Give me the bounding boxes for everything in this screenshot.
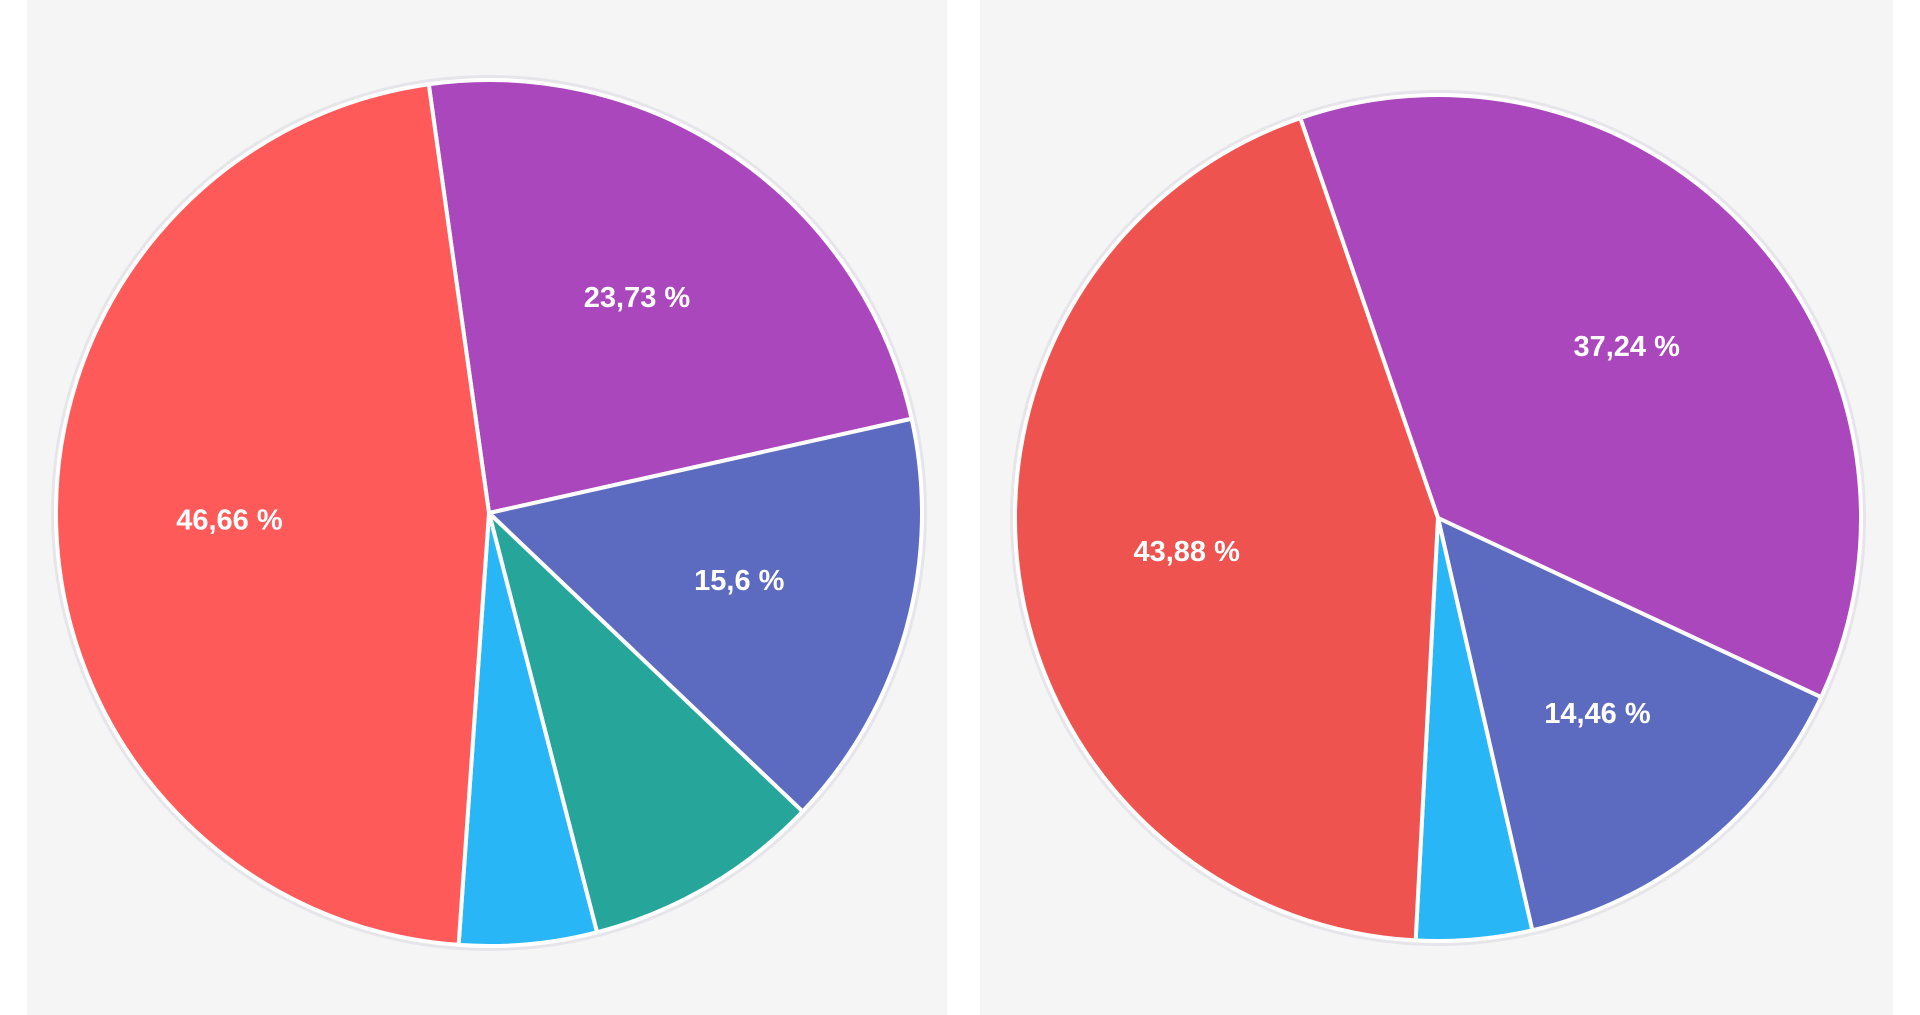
pie-left-slice-1[interactable] xyxy=(426,78,914,515)
chart-panel-left: 23,73 % 15,6 % 46,66 % xyxy=(27,0,947,1015)
pie-right-slice-2-label: 14,46 % xyxy=(1544,698,1651,730)
pie-right-slice-4-label: 43,88 % xyxy=(1133,536,1240,568)
pie-right-slice-4[interactable] xyxy=(1013,116,1440,943)
pie-left-slice-1-label: 23,73 % xyxy=(584,282,691,314)
pie-left-slice-4[interactable] xyxy=(456,511,599,948)
pie-right-slice-1[interactable] xyxy=(1298,93,1863,700)
pie-left-rim xyxy=(51,75,927,951)
pie-left-slice-2[interactable] xyxy=(487,416,924,814)
pie-right-slice-1-label: 37,24 % xyxy=(1573,331,1680,363)
pie-left-slice-5-label: 46,66 % xyxy=(176,505,283,537)
pie-chart-right: 37,24 % 14,46 % 43,88 % xyxy=(1010,90,1866,946)
pie-left-slice-2-label: 15,6 % xyxy=(694,565,784,597)
pie-left-slice-3[interactable] xyxy=(487,511,805,935)
pie-chart-left: 23,73 % 15,6 % 46,66 % xyxy=(51,75,927,951)
pie-left-slice-5[interactable] xyxy=(53,82,491,947)
chart-panel-right: 37,24 % 14,46 % 43,88 % xyxy=(980,0,1893,1015)
pie-right-slice-2[interactable] xyxy=(1436,516,1824,933)
pie-right-rim xyxy=(1010,90,1866,946)
